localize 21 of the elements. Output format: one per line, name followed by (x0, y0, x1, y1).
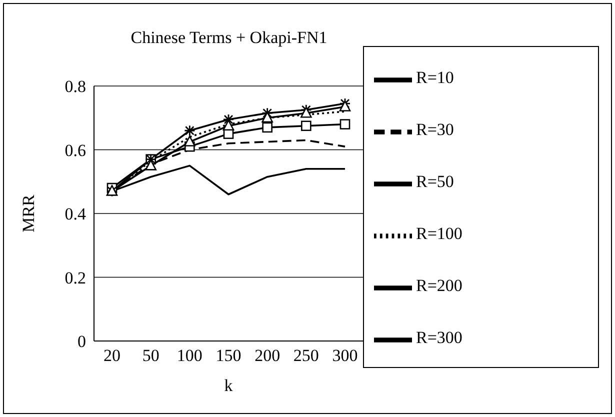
x-tick-label: 100 (176, 346, 202, 366)
x-tick-label: 250 (293, 346, 319, 366)
legend-label: R=10 (416, 68, 454, 88)
y-tick-label: 0.8 (64, 77, 86, 96)
y-tick-label: 0.4 (64, 204, 86, 224)
x-tick-label: 300 (332, 346, 358, 366)
y-tick-label: 0.6 (64, 140, 86, 160)
legend-label: R=100 (416, 224, 462, 244)
x-tick-label: 20 (104, 346, 120, 366)
x-tick-label: 200 (254, 346, 280, 366)
legend-label: R=50 (416, 172, 454, 192)
x-axis-title: k (224, 376, 234, 395)
y-tick-label: 0.2 (64, 268, 86, 288)
y-tick-label: 0 (78, 332, 86, 352)
y-axis-title: MRR (19, 194, 38, 232)
chart-title: Chinese Terms + Okapi-FN1 (130, 28, 328, 48)
legend-label: R=200 (416, 276, 462, 296)
x-tick-label: 50 (142, 346, 160, 366)
x-tick-label: 150 (216, 346, 242, 366)
legend-label: R=30 (416, 120, 454, 140)
legend-label: R=300 (416, 328, 462, 348)
